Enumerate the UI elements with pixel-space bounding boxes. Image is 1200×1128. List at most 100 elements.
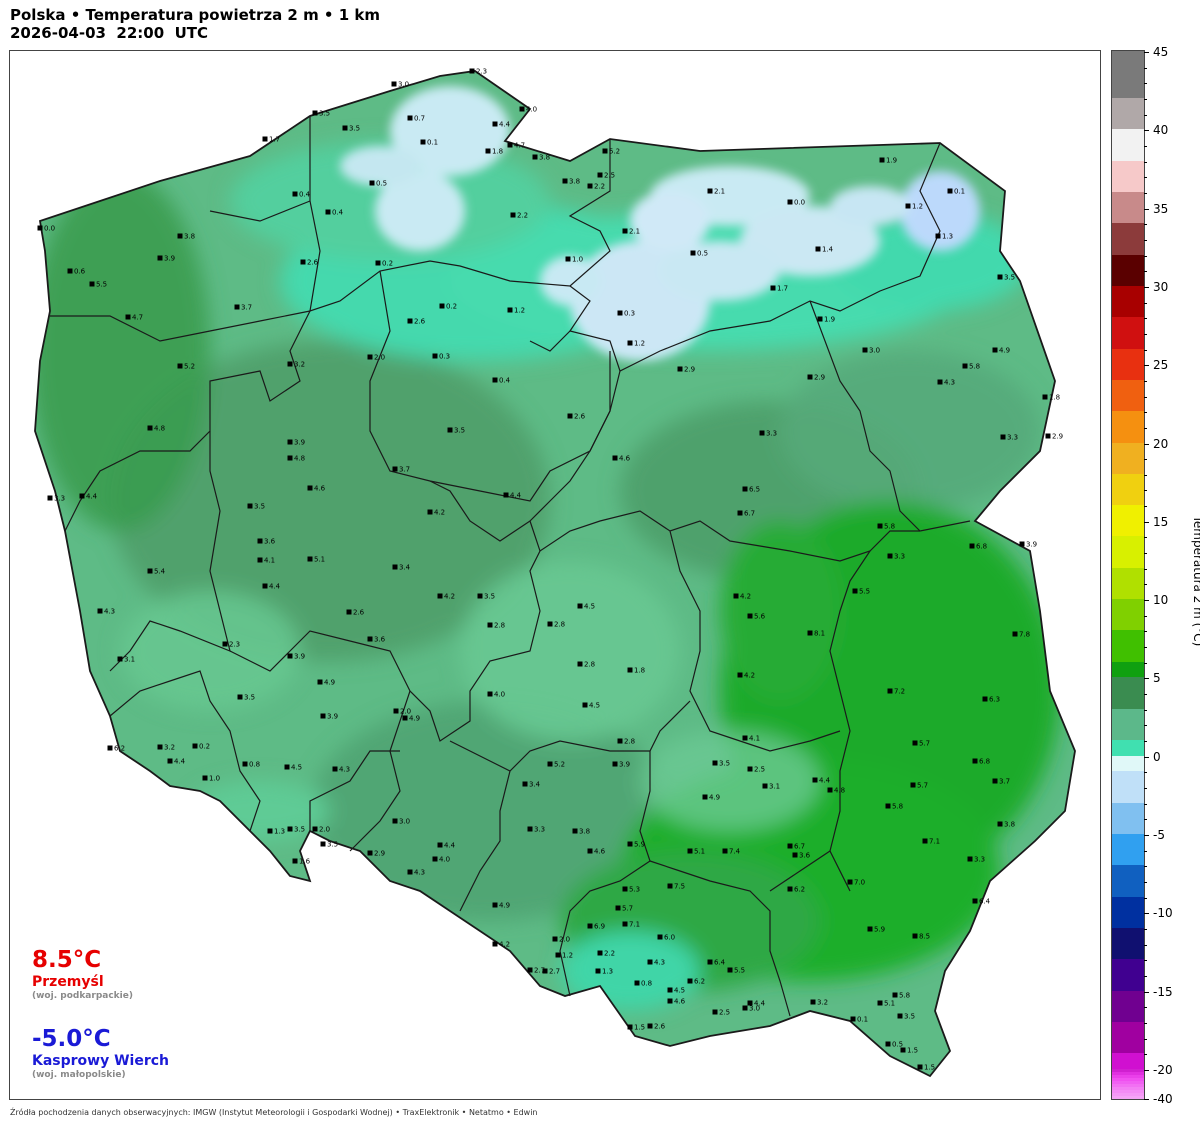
colorbar-band	[1112, 411, 1144, 428]
colorbar-band	[1112, 473, 1144, 490]
colorbar-band	[1112, 505, 1144, 522]
colorbar-band	[1112, 317, 1144, 334]
station-square	[317, 679, 323, 685]
station-square	[242, 761, 248, 767]
station-marker: 2.9	[1045, 433, 1063, 441]
station-marker: 4.4	[262, 583, 281, 591]
station-value: 6.0	[664, 934, 675, 942]
colorbar-band	[1112, 787, 1144, 804]
station-square	[905, 203, 911, 209]
colorbar-minor-tick	[1144, 803, 1147, 805]
station-square	[910, 782, 916, 788]
station-value: 3.3	[54, 495, 65, 503]
station-value: 1.3	[942, 233, 953, 241]
station-value: 3.8	[1004, 821, 1015, 829]
station-square	[267, 828, 273, 834]
station-square	[612, 455, 618, 461]
station-value: 4.3	[414, 869, 425, 877]
station-square	[437, 842, 443, 848]
station-value: 3.9	[1026, 541, 1037, 549]
colorbar-band	[1112, 207, 1144, 224]
station-marker: 3.9	[612, 761, 630, 769]
colorbar-band	[1112, 896, 1144, 913]
station-marker: 5.8	[885, 803, 903, 811]
station-marker: 1.3	[935, 233, 953, 241]
colorbar-band	[1112, 1095, 1144, 1100]
station-square	[667, 883, 673, 889]
station-value: 6.3	[989, 696, 1000, 704]
station-square	[742, 486, 748, 492]
station-value: 2.8	[624, 738, 635, 746]
station-value: 3.5	[319, 110, 330, 118]
colorbar-tick	[1144, 835, 1149, 836]
station-value: 1.5	[907, 1047, 918, 1055]
station-square	[947, 188, 953, 194]
station-value: 3.5	[484, 593, 495, 601]
station-marker: 1.2	[627, 340, 645, 348]
station-value: 3.3	[766, 430, 777, 438]
title-line-1: Polska • Temperatura powietrza 2 m • 1 k…	[10, 6, 381, 24]
station-value: 5.7	[622, 905, 633, 913]
station-value: 3.5	[454, 427, 465, 435]
station-value: 1.5	[634, 1024, 645, 1032]
station-square	[292, 858, 298, 864]
station-marker: 0.1	[850, 1016, 868, 1024]
station-value: 3.7	[241, 304, 252, 312]
min-temperature-place: Kasprowy Wierch	[32, 1053, 170, 1069]
colorbar-band	[1112, 301, 1144, 318]
colorbar-minor-tick	[1144, 145, 1147, 147]
station-marker: 1.2	[555, 952, 573, 960]
colorbar-minor-tick	[1144, 271, 1147, 273]
station-square	[810, 999, 816, 1005]
station-value: 4.0	[526, 106, 537, 114]
station-square	[897, 1013, 903, 1019]
station-square	[617, 738, 623, 744]
station-marker: 0.2	[192, 743, 210, 751]
station-marker: 3.1	[117, 656, 135, 664]
colorbar-minor-tick	[1144, 615, 1147, 617]
station-marker: 4.7	[507, 142, 525, 150]
station-marker: 4.2	[733, 593, 751, 601]
station-square	[657, 934, 663, 940]
colorbar-minor-tick	[1144, 631, 1147, 633]
station-square	[346, 609, 352, 615]
colorbar-minor-tick	[1144, 788, 1147, 790]
station-marker: 4.8	[827, 787, 845, 795]
station-value: 4.4	[754, 1000, 766, 1008]
station-marker: 4.2	[737, 672, 755, 680]
station-value: 1.7	[269, 136, 280, 144]
colorbar-minor-tick	[1144, 772, 1147, 774]
colorbar-minor-tick	[1144, 333, 1147, 335]
station-value: 5.8	[892, 803, 903, 811]
min-temperature-region: (woj. małopolskie)	[32, 1070, 126, 1080]
colorbar-band	[1112, 223, 1144, 240]
station-square	[770, 285, 776, 291]
station-marker: 2.9	[677, 366, 695, 374]
station-value: 3.9	[294, 653, 305, 661]
station-square	[565, 256, 571, 262]
station-square	[300, 259, 306, 265]
station-marker: 4.0	[487, 691, 505, 699]
station-square	[737, 672, 743, 678]
station-marker: 3.5	[342, 125, 360, 133]
station-marker: 2.5	[597, 172, 615, 180]
station-square	[712, 760, 718, 766]
station-marker: 3.3	[1000, 434, 1018, 442]
station-value: 7.8	[1019, 631, 1030, 639]
station-value: 0.2	[199, 743, 210, 751]
station-value: 7.2	[894, 688, 905, 696]
colorbar-minor-tick	[1144, 944, 1147, 946]
station-square	[722, 848, 728, 854]
station-marker: 1.2	[507, 307, 525, 315]
colorbar-tick	[1144, 991, 1149, 993]
station-marker: 4.5	[667, 987, 685, 995]
station-marker: 4.5	[284, 764, 302, 772]
station-marker: 3.0	[392, 818, 410, 826]
station-square	[577, 661, 583, 667]
station-square	[862, 347, 868, 353]
station-marker: 3.0	[742, 1005, 760, 1013]
colorbar-band	[1112, 1083, 1144, 1088]
station-square	[67, 268, 73, 274]
station-square	[487, 691, 493, 697]
colorbar-tick-label: -5	[1153, 828, 1165, 842]
